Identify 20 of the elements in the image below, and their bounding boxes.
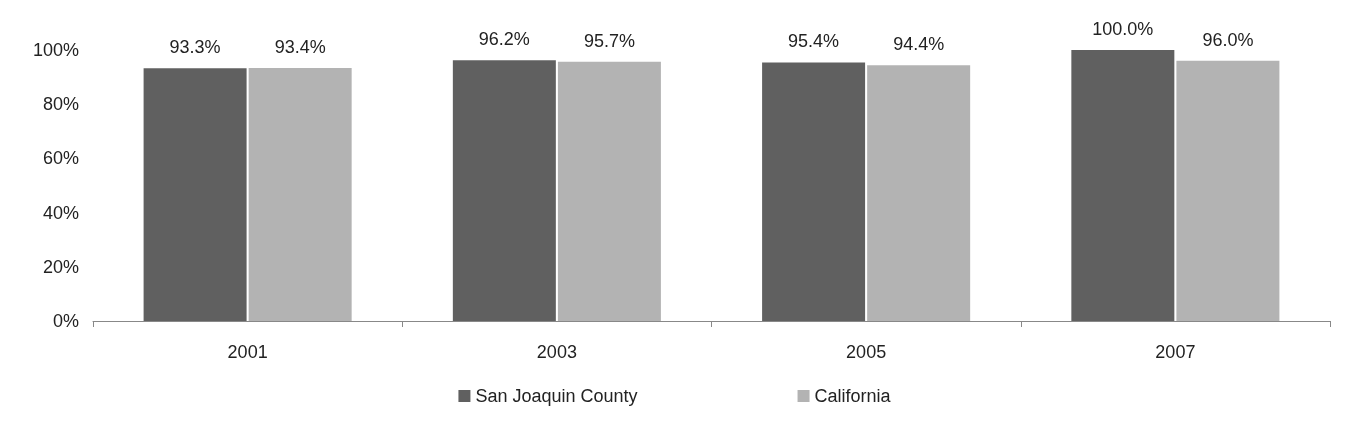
y-tick-label: 40% xyxy=(42,202,79,223)
data-label: 93.4% xyxy=(274,36,326,57)
x-tick-label: 2001 xyxy=(227,342,268,362)
data-label: 95.7% xyxy=(583,30,635,51)
x-tick-label: 2003 xyxy=(536,342,577,362)
y-tick-label: 100% xyxy=(32,40,79,60)
y-tick-label: 20% xyxy=(42,256,79,277)
y-tick-label: 80% xyxy=(42,94,79,115)
data-label: 93.3% xyxy=(169,37,221,58)
x-tick-label: 2007 xyxy=(1155,342,1196,362)
x-tick-label: 2005 xyxy=(846,342,887,362)
y-tick-label: 0% xyxy=(52,311,79,331)
y-tick-label: 60% xyxy=(42,148,79,169)
data-label: 96.0% xyxy=(1202,29,1254,50)
data-label: 100.0% xyxy=(1092,19,1154,39)
data-label: 94.4% xyxy=(893,34,945,55)
legend-label: California xyxy=(814,386,892,406)
data-label: 96.2% xyxy=(478,29,530,50)
data-label: 95.4% xyxy=(788,31,840,52)
legend-label: San Joaquin County xyxy=(475,386,638,406)
